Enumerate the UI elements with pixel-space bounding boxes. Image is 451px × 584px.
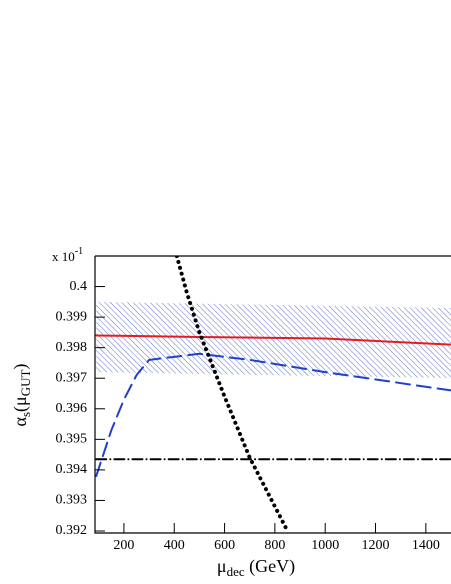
y-tick-label: 0.399 xyxy=(56,309,88,324)
y-tick-label: 0.393 xyxy=(56,493,88,508)
x-tick-label: 200 xyxy=(113,538,134,553)
y-tick-label: 0.4 xyxy=(70,279,88,294)
frame xyxy=(94,255,451,534)
x-label-main: μ xyxy=(217,556,227,576)
series-line xyxy=(95,334,451,346)
series-line xyxy=(95,352,451,477)
y-label-sub2: GUT xyxy=(18,370,33,397)
x-label-unit: (GeV) xyxy=(245,556,295,577)
x-tick-label: 1400 xyxy=(412,538,440,553)
y-label-main: α xyxy=(10,416,30,426)
x-label-sub: dec xyxy=(227,564,245,579)
x-tick-label: 600 xyxy=(214,538,235,553)
series-line xyxy=(174,256,290,533)
x-tick-label: 400 xyxy=(164,538,185,553)
x-axis-label: μdec (GeV) xyxy=(217,556,295,579)
y-tick-label: 0.395 xyxy=(56,432,88,447)
uncertainty-band xyxy=(96,301,451,379)
x-tick-label: 1200 xyxy=(362,538,390,553)
y-tick-label: 0.392 xyxy=(56,523,88,538)
x-tick-label: 1000 xyxy=(311,538,339,553)
y-tick-label: 0.394 xyxy=(56,462,88,477)
y-label-close: ) xyxy=(10,364,31,370)
y-label-sub: s xyxy=(18,412,33,417)
x-tick-label: 800 xyxy=(264,538,285,553)
y-tick-label: 0.397 xyxy=(56,370,88,385)
y-tick-label: 0.396 xyxy=(56,401,88,416)
y-label-paren: (μ xyxy=(10,396,31,412)
scale-base: x 10 xyxy=(52,249,75,264)
scale-exponent: -1 xyxy=(75,246,83,257)
plot-area xyxy=(95,256,451,533)
scale-note: x 10-1 xyxy=(52,246,83,264)
y-tick-label: 0.398 xyxy=(56,340,88,355)
y-axis-label: αs(μGUT) xyxy=(10,364,33,427)
